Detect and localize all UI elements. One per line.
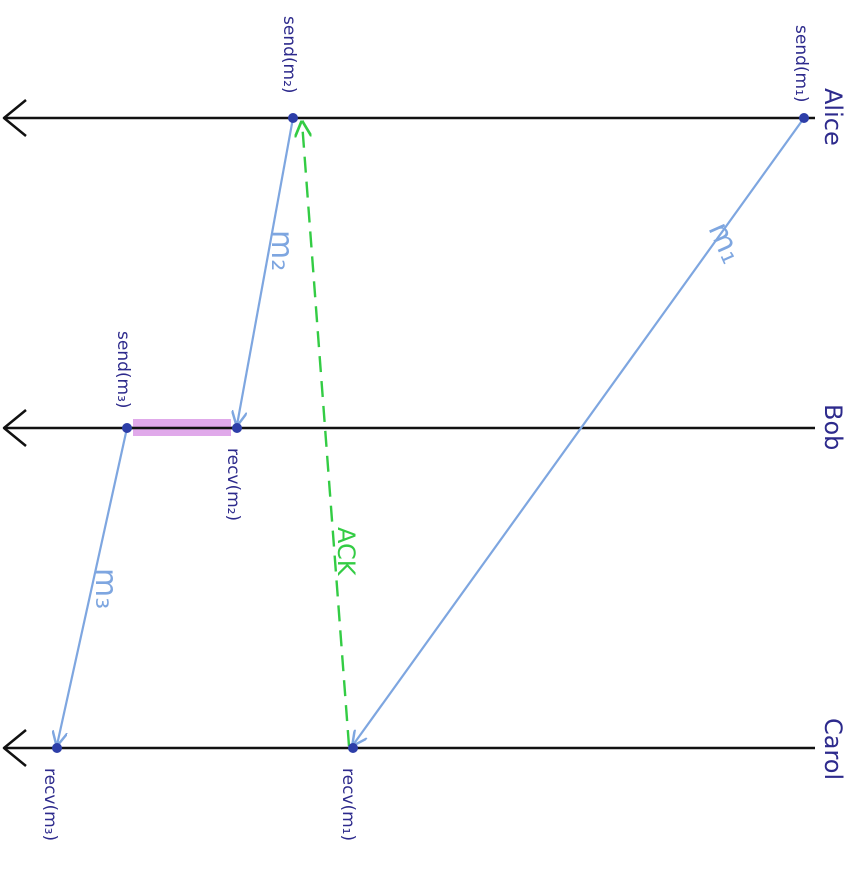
timeline-arrow-bob-icon [2, 409, 27, 447]
message-label-m3: m₃ [88, 568, 123, 609]
event-label-send-m1: send(m₁) [791, 25, 811, 103]
message-m2-arrow [237, 117, 295, 425]
process-label-carol: Carol [819, 718, 847, 780]
message-m1-arrow [353, 117, 805, 745]
timeline-carol [2, 729, 815, 767]
event-dot-recv-m1 [348, 743, 358, 753]
event-dot-send-m1 [799, 113, 809, 123]
event-dot-send-m2 [288, 113, 298, 123]
event-dot-send-m3 [122, 423, 132, 433]
event-dot-recv-m2 [232, 423, 242, 433]
process-label-bob: Bob [819, 404, 847, 450]
message-label-m2: m₂ [264, 230, 299, 271]
ack-label: ACK [332, 527, 360, 577]
event-dot-recv-m3 [52, 743, 62, 753]
event-label-send-m3: send(m₃) [113, 331, 133, 409]
timeline-arrow-alice-icon [2, 99, 27, 137]
event-label-send-m2: send(m₂) [279, 16, 299, 94]
event-label-recv-m2: recv(m₂) [223, 448, 243, 521]
message-m3-arrow [57, 427, 129, 745]
event-label-recv-m1: recv(m₁) [338, 768, 358, 841]
ack-arrow [302, 122, 351, 747]
process-label-alice: Alice [819, 88, 847, 146]
timeline-arrow-carol-icon [2, 729, 27, 767]
message-label-m1: m₁ [701, 217, 750, 269]
event-label-recv-m3: recv(m₃) [40, 768, 60, 841]
timeline-alice [2, 99, 815, 137]
